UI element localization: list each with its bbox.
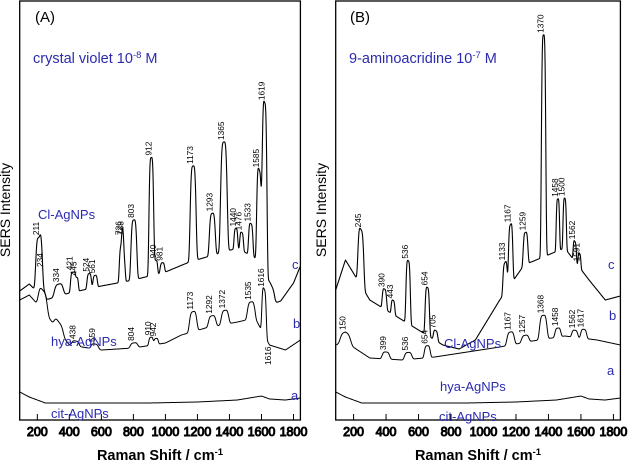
svg-text:1167: 1167: [503, 312, 513, 330]
svg-text:1372: 1372: [217, 289, 227, 308]
svg-text:1562: 1562: [567, 220, 577, 239]
svg-text:211: 211: [31, 222, 41, 236]
svg-text:Cl-AgNPs: Cl-AgNPs: [38, 207, 96, 222]
svg-text:399: 399: [378, 336, 388, 350]
svg-text:1259: 1259: [518, 212, 528, 231]
svg-text:a: a: [291, 388, 299, 403]
svg-text:(B): (B): [350, 9, 370, 26]
svg-text:1535: 1535: [243, 281, 253, 300]
svg-text:1200: 1200: [502, 425, 530, 439]
svg-text:400: 400: [59, 425, 80, 439]
svg-text:1533: 1533: [243, 203, 253, 222]
svg-text:Cl-AgNPs: Cl-AgNPs: [444, 336, 502, 351]
svg-text:cit-AgNPs: cit-AgNPs: [439, 409, 497, 424]
svg-text:536: 536: [400, 336, 410, 350]
svg-text:1585: 1585: [251, 149, 261, 168]
svg-text:200: 200: [27, 425, 48, 439]
svg-text:1368: 1368: [535, 294, 545, 313]
svg-text:654: 654: [419, 271, 429, 285]
svg-text:a: a: [607, 363, 615, 378]
svg-text:crystal violet 10-8 M: crystal violet 10-8 M: [33, 50, 158, 67]
svg-text:912: 912: [143, 141, 153, 155]
svg-text:536: 536: [400, 244, 410, 258]
svg-text:Raman Shift / cm-1: Raman Shift / cm-1: [97, 447, 224, 464]
svg-text:1616: 1616: [263, 346, 273, 365]
svg-text:804: 804: [126, 327, 136, 341]
svg-text:1400: 1400: [216, 425, 244, 439]
svg-text:600: 600: [91, 425, 112, 439]
svg-text:1173: 1173: [185, 291, 195, 309]
svg-text:(A): (A): [35, 9, 55, 26]
svg-text:234: 234: [35, 253, 45, 267]
svg-text:738: 738: [115, 221, 125, 235]
svg-text:334: 334: [51, 268, 61, 282]
svg-text:b: b: [293, 316, 300, 331]
svg-text:1200: 1200: [184, 425, 212, 439]
svg-text:1600: 1600: [567, 425, 595, 439]
svg-text:1167: 1167: [503, 204, 513, 222]
svg-text:1370: 1370: [536, 14, 546, 33]
svg-text:705: 705: [428, 314, 438, 328]
svg-text:b: b: [609, 308, 616, 323]
svg-text:9-aminoacridine 10-7 M: 9-aminoacridine 10-7 M: [349, 50, 497, 67]
svg-text:150: 150: [337, 316, 347, 330]
svg-text:803: 803: [126, 204, 136, 218]
svg-text:1500: 1500: [557, 177, 567, 196]
svg-text:1616: 1616: [256, 268, 266, 287]
svg-text:1600: 1600: [248, 425, 276, 439]
svg-text:1173: 1173: [185, 146, 195, 164]
svg-text:800: 800: [123, 425, 144, 439]
svg-text:200: 200: [343, 425, 364, 439]
svg-text:SERS Intensity: SERS Intensity: [313, 163, 329, 257]
svg-text:445: 445: [69, 261, 79, 275]
svg-text:561: 561: [87, 259, 97, 273]
svg-text:1257: 1257: [517, 314, 527, 333]
svg-text:800: 800: [441, 425, 462, 439]
svg-text:245: 245: [353, 213, 363, 227]
svg-text:1591: 1591: [571, 243, 581, 262]
svg-text:1292: 1292: [204, 295, 214, 314]
svg-text:1800: 1800: [600, 425, 628, 439]
svg-text:c: c: [608, 257, 615, 272]
svg-text:942: 942: [148, 322, 158, 336]
svg-text:cit-AgNPs: cit-AgNPs: [51, 406, 109, 421]
svg-text:1365: 1365: [216, 121, 226, 140]
svg-text:1617: 1617: [576, 308, 586, 327]
svg-text:1000: 1000: [470, 425, 498, 439]
svg-text:981: 981: [154, 247, 164, 261]
svg-text:600: 600: [408, 425, 429, 439]
svg-text:400: 400: [376, 425, 397, 439]
svg-text:443: 443: [385, 284, 395, 298]
svg-text:1400: 1400: [535, 425, 563, 439]
svg-text:1800: 1800: [280, 425, 308, 439]
svg-text:1619: 1619: [257, 81, 267, 100]
svg-text:hya-AgNPs: hya-AgNPs: [440, 379, 506, 394]
svg-text:Raman Shift / cm-1: Raman Shift / cm-1: [415, 447, 542, 464]
svg-text:1000: 1000: [152, 425, 180, 439]
svg-text:1293: 1293: [204, 192, 214, 211]
svg-text:hya-AgNPs: hya-AgNPs: [51, 334, 117, 349]
svg-text:1133: 1133: [497, 242, 507, 260]
svg-text:c: c: [292, 257, 299, 272]
svg-text:SERS Intensity: SERS Intensity: [0, 163, 13, 257]
svg-text:1458: 1458: [550, 307, 560, 326]
